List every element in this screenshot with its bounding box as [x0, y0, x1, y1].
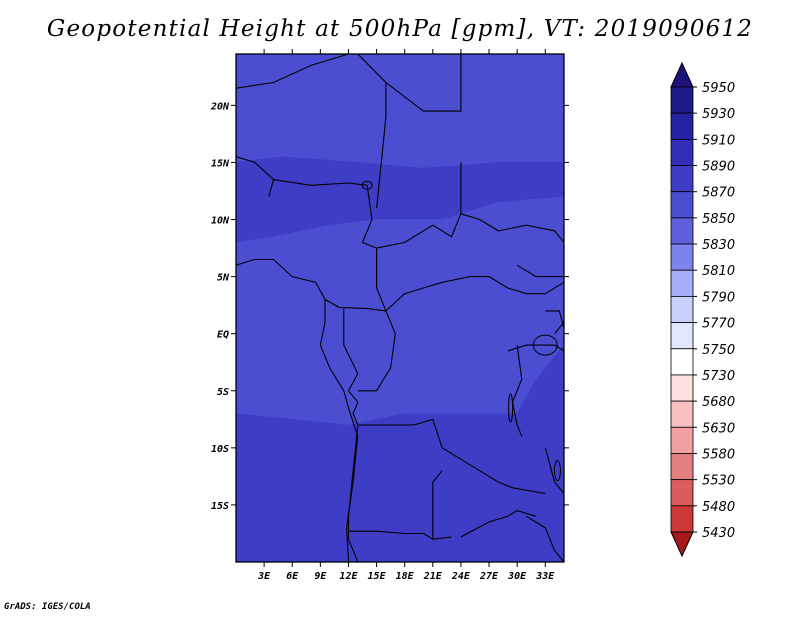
- lat-tick-label: 15S: [211, 501, 229, 512]
- lon-tick-label: 12E: [339, 571, 358, 582]
- border-line-24: [516, 264, 564, 278]
- colorbar-segment: [670, 86, 694, 114]
- border-line-1: [357, 54, 462, 112]
- colorbar: 5950 5930 5910 5890 5870 5850 5830 5810 5790 5770…: [670, 61, 735, 558]
- border-line-7: [442, 276, 564, 295]
- country-borders: [236, 54, 564, 562]
- border-line-21: [460, 510, 537, 538]
- colorbar-segment: [670, 165, 694, 193]
- footer-credit: GrADS: IGES/COLA: [4, 602, 91, 612]
- colorbar-segment: [670, 322, 694, 350]
- lon-tick-label: 6E: [286, 571, 299, 582]
- colorbar-segment: [670, 374, 694, 402]
- border-line-13: [357, 418, 499, 483]
- colorbar-segment: [670, 505, 694, 533]
- border-line-0: [236, 54, 349, 89]
- colorbar-label: 5480: [702, 500, 735, 515]
- colorbar-segment: [670, 348, 694, 376]
- border-line-6: [460, 213, 564, 243]
- colorbar-segment: [670, 400, 694, 428]
- border-line-20: [544, 447, 564, 494]
- border-line-15: [348, 530, 452, 540]
- lake-outline-2: [553, 460, 561, 482]
- colorbar-label: 5680: [702, 395, 735, 410]
- lon-tick-label: 21E: [423, 571, 443, 582]
- lake-outline-3: [361, 180, 373, 190]
- lon-tick-label: 9E: [314, 571, 327, 582]
- colorbar-label: 5530: [702, 474, 735, 489]
- map-title: Geopotential Height at 500hPa [gpm], VT:…: [46, 16, 754, 42]
- border-line-23: [236, 258, 359, 562]
- lon-tick-label: 18E: [396, 571, 415, 582]
- border-line-11: [357, 310, 396, 392]
- map-layer: [236, 54, 564, 562]
- border-line-8: [376, 248, 443, 312]
- border-line-2: [376, 82, 387, 209]
- contour-zone-southern-block: [236, 344, 564, 562]
- lat-tick-label: 5S: [217, 387, 229, 398]
- lon-tick-label: 24E: [451, 571, 471, 582]
- colorbar-label: 5890: [702, 160, 735, 175]
- colorbar-segment: [670, 217, 694, 245]
- lat-tick-label: 5N: [217, 273, 230, 284]
- map-border: [235, 53, 565, 563]
- lake-outline-0: [532, 334, 558, 356]
- colorbar-label: 5930: [702, 107, 735, 122]
- lat-tick-label: 15N: [211, 158, 230, 169]
- border-line-12: [348, 390, 359, 426]
- lat-tick-label: 20N: [210, 101, 230, 112]
- colorbar-label: 5850: [702, 212, 735, 227]
- map-frame: [235, 53, 565, 563]
- colorbar-top-arrow: [670, 61, 694, 88]
- colorbar-label: 5950: [702, 81, 735, 96]
- lon-tick-label: 3E: [257, 571, 271, 582]
- lat-tick-label: 10S: [211, 444, 229, 455]
- border-line-5: [361, 162, 462, 249]
- colorbar-segment: [670, 112, 694, 140]
- colorbar-label: 5770: [702, 317, 735, 332]
- lon-tick-label: 15E: [368, 571, 387, 582]
- border-line-26: [545, 310, 564, 329]
- colorbar-label: 5810: [702, 264, 735, 279]
- border-line-4: [273, 179, 368, 186]
- colorbar-segment: [670, 269, 694, 297]
- colorbar-label: 5750: [702, 343, 735, 358]
- colorbar-segment: [670, 426, 694, 454]
- lake-outline-1: [508, 393, 514, 423]
- border-line-9: [324, 298, 386, 312]
- lat-tick-label: 10N: [211, 216, 230, 227]
- colorbar-segment: [670, 479, 694, 507]
- border-line-3: [236, 156, 275, 197]
- colorbar-label: 5580: [702, 447, 735, 462]
- colorbar-segment: [670, 243, 694, 271]
- border-line-10: [343, 308, 359, 392]
- border-line-19: [507, 344, 564, 352]
- colorbar-label: 5630: [702, 421, 735, 436]
- colorbar-segment: [670, 138, 694, 166]
- colorbar-label: 5830: [702, 238, 735, 253]
- colorbar-label: 5910: [702, 133, 735, 148]
- colorbar-segment: [670, 191, 694, 219]
- colorbar-label: 5730: [702, 369, 735, 384]
- colorbar-bottom-arrow: [670, 531, 694, 558]
- colorbar-segment: [670, 453, 694, 481]
- colorbar-label: 5790: [702, 290, 735, 305]
- border-line-22: [526, 515, 564, 562]
- colorbar-label: 5430: [702, 526, 735, 541]
- lat-tick-label: EQ: [217, 330, 229, 341]
- border-line-17: [498, 481, 546, 495]
- lon-tick-label: 33E: [535, 571, 555, 582]
- border-line-16: [432, 470, 443, 540]
- lon-tick-label: 30E: [507, 571, 527, 582]
- axis-ticks: 20N 15N 10N 5N EQ 5S 10S 15S 3E 6E 9E 12E 15E 18E 21E 2…: [210, 49, 569, 582]
- lon-tick-label: 27E: [479, 571, 499, 582]
- colorbar-segment: [670, 296, 694, 323]
- colorbar-label: 5870: [702, 186, 735, 201]
